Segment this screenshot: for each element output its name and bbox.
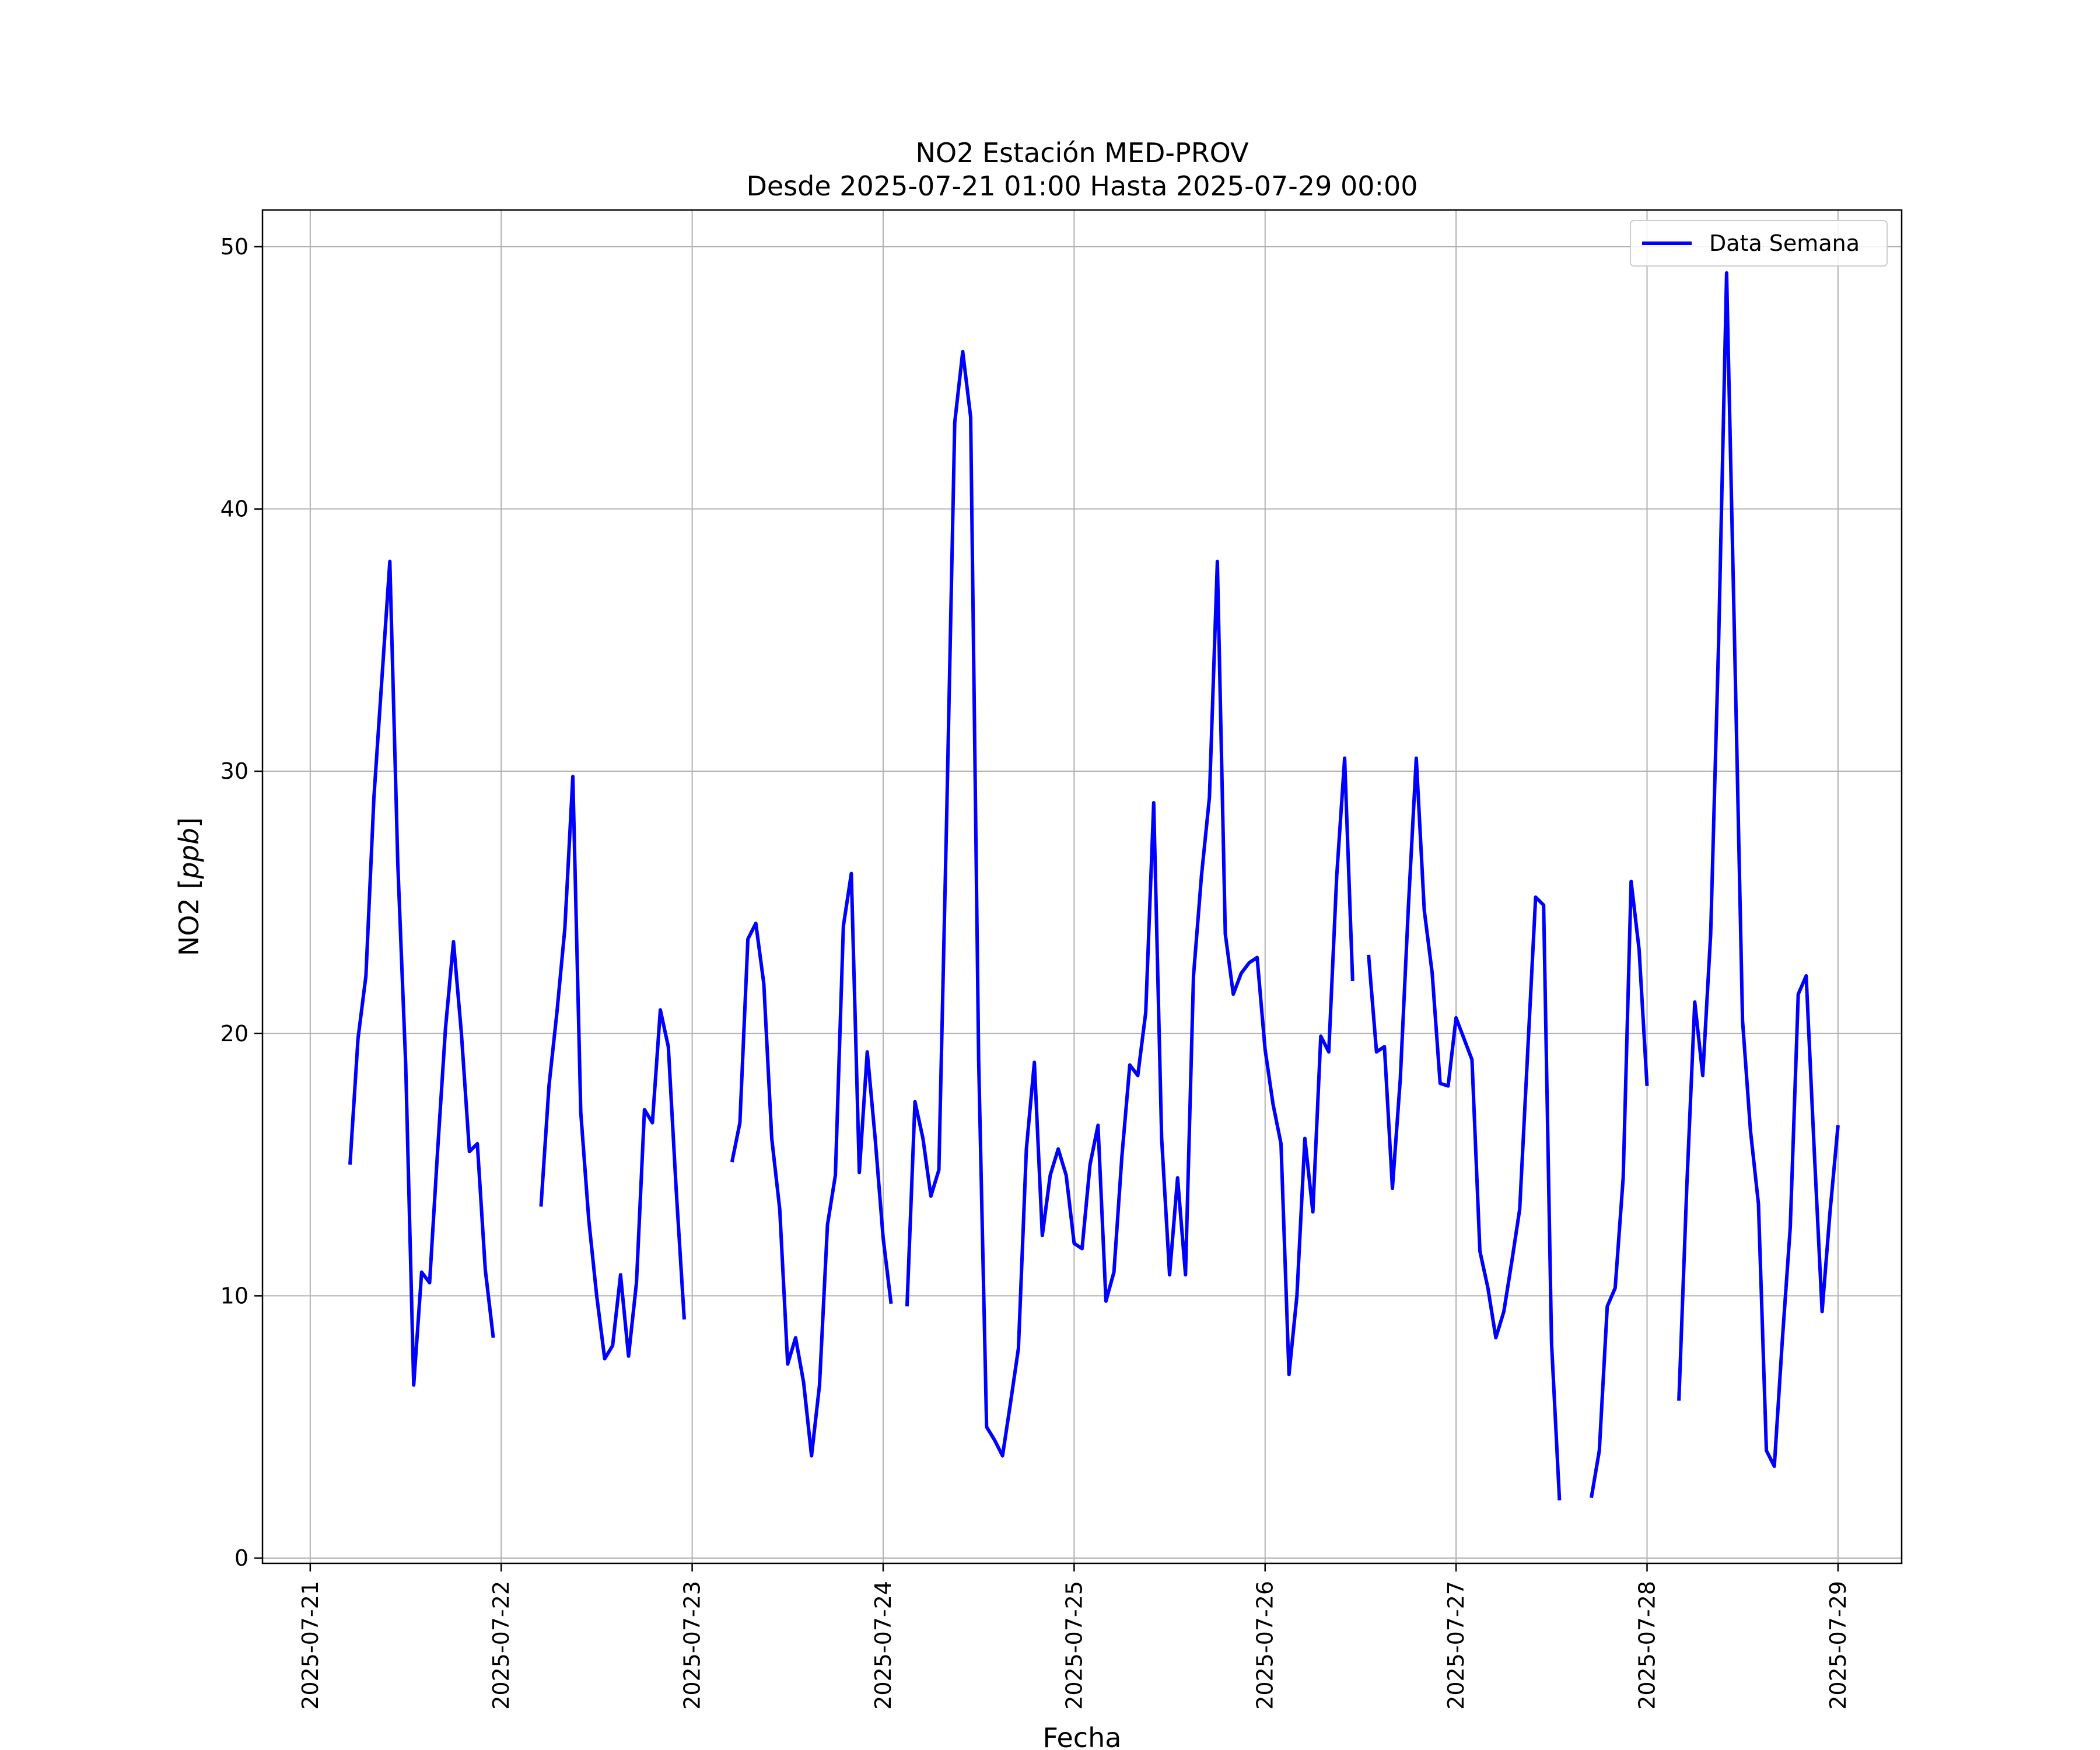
- legend-box: [1630, 220, 1888, 267]
- x-tick-label: 2025-07-23: [680, 1581, 705, 1710]
- series-line-segment: [348, 559, 495, 1387]
- series-lines: [348, 271, 1840, 1501]
- x-axis-label: Fecha: [1043, 1722, 1122, 1750]
- series-line-segment: [1590, 880, 1649, 1499]
- y-axis-label: NO2 [ppb]: [173, 817, 205, 956]
- x-tick-label: 2025-07-29: [1825, 1581, 1851, 1710]
- x-tick-label: 2025-07-22: [488, 1581, 514, 1710]
- x-tick-label: 2025-07-21: [298, 1581, 323, 1710]
- legend: Data Semana: [1630, 220, 1888, 267]
- chart-subtitle: Desde 2025-07-21 01:00 Hasta 2025-07-29 …: [746, 170, 1418, 202]
- series-line-segment: [905, 349, 1354, 1458]
- plot-frame: [261, 209, 1903, 1564]
- y-tick-label: 50: [220, 234, 249, 260]
- chart-title: NO2 Estación MED-PROV: [915, 137, 1249, 169]
- y-axis-ticks: 0 10 20 30 40 50: [220, 234, 262, 1571]
- series-line-segment: [539, 775, 686, 1361]
- x-tick-label: 2025-07-24: [870, 1581, 896, 1710]
- x-tick-label: 2025-07-26: [1252, 1581, 1278, 1710]
- legend-label-data-semana: Data Semana: [1709, 230, 1860, 256]
- x-tick-label: 2025-07-25: [1061, 1581, 1087, 1710]
- grid-lines: [262, 210, 1902, 1563]
- series-line-segment: [1677, 271, 1840, 1468]
- x-tick-label: 2025-07-28: [1634, 1581, 1660, 1710]
- y-tick-label: 40: [220, 496, 249, 522]
- y-tick-label: 10: [220, 1283, 249, 1308]
- y-tick-label: 30: [220, 758, 249, 784]
- series-line-segment: [1367, 756, 1562, 1501]
- y-tick-label: 20: [220, 1021, 249, 1046]
- x-axis-ticks: 2025-07-21 2025-07-22 2025-07-23 2025-07-24…: [298, 1563, 1851, 1710]
- x-tick-label: 2025-07-27: [1443, 1581, 1469, 1710]
- y-tick-label: 0: [235, 1545, 249, 1571]
- series-line-segment: [730, 872, 893, 1458]
